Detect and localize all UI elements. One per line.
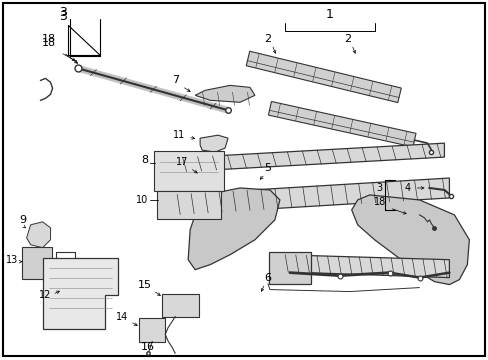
Text: 3: 3 [60, 10, 67, 23]
Text: 2: 2 [344, 33, 350, 44]
Text: 11: 11 [173, 130, 185, 140]
Text: 3: 3 [376, 183, 382, 193]
Text: 6: 6 [264, 273, 271, 283]
Text: 8: 8 [141, 155, 148, 165]
Text: 5: 5 [264, 163, 271, 173]
Polygon shape [188, 188, 279, 270]
FancyBboxPatch shape [268, 252, 310, 284]
Text: 18: 18 [41, 37, 56, 48]
FancyBboxPatch shape [154, 151, 224, 191]
Polygon shape [279, 255, 448, 278]
Text: 9: 9 [19, 215, 26, 225]
FancyBboxPatch shape [139, 319, 165, 342]
FancyBboxPatch shape [157, 191, 221, 219]
Text: 18: 18 [373, 197, 385, 207]
FancyBboxPatch shape [21, 247, 51, 279]
Text: 14: 14 [116, 312, 128, 323]
Text: 3: 3 [59, 6, 66, 19]
Polygon shape [26, 222, 50, 248]
Text: 12: 12 [40, 289, 52, 300]
Polygon shape [268, 102, 415, 147]
Text: 4: 4 [404, 183, 410, 193]
Polygon shape [195, 85, 254, 102]
Text: 16: 16 [141, 342, 155, 352]
Polygon shape [246, 51, 401, 103]
Text: 13: 13 [6, 255, 19, 265]
Text: 18: 18 [41, 33, 56, 44]
Text: 17: 17 [175, 157, 188, 167]
Text: 15: 15 [138, 280, 152, 289]
Polygon shape [351, 195, 468, 285]
Polygon shape [42, 258, 118, 329]
Text: 1: 1 [325, 8, 333, 21]
Polygon shape [175, 143, 444, 172]
Polygon shape [200, 135, 227, 152]
Polygon shape [170, 178, 448, 215]
Text: 10: 10 [136, 195, 148, 205]
FancyBboxPatch shape [162, 293, 199, 318]
Text: 2: 2 [264, 33, 271, 44]
Text: 7: 7 [171, 75, 179, 85]
